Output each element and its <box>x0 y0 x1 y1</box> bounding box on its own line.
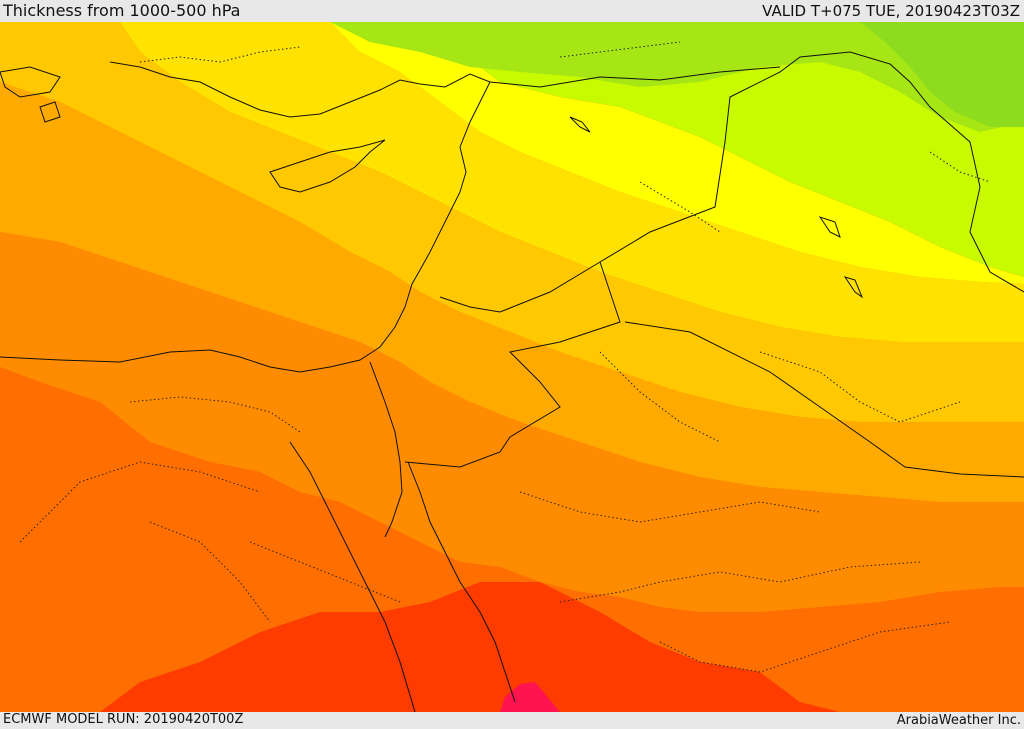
band-lime <box>420 22 1024 277</box>
coastlines <box>0 51 1024 712</box>
admin-boundaries <box>19 41 991 673</box>
header-bar: Thickness from 1000-500 hPa VALID T+075 … <box>0 0 1024 22</box>
band-magenta <box>500 682 560 712</box>
band-green <box>330 22 1024 132</box>
band-yellow <box>120 22 1024 342</box>
band-orange <box>0 232 1024 612</box>
map-title: Thickness from 1000-500 hPa <box>3 1 241 20</box>
thickness-map <box>0 22 1024 712</box>
model-run-label: ECMWF MODEL RUN: 20190420T00Z <box>3 712 244 727</box>
band-orange-light <box>0 82 1024 502</box>
credit-label: ArabiaWeather Inc. <box>896 713 1021 728</box>
band-yellow-bright <box>330 22 1024 284</box>
band-orange-dark <box>0 367 1024 712</box>
band-green-dark <box>860 22 1024 127</box>
footer-bar: ECMWF MODEL RUN: 20190420T00Z ArabiaWeat… <box>0 712 1024 729</box>
valid-time-label: VALID T+075 TUE, 20190423T03Z <box>762 2 1020 20</box>
band-gold <box>0 22 1024 422</box>
